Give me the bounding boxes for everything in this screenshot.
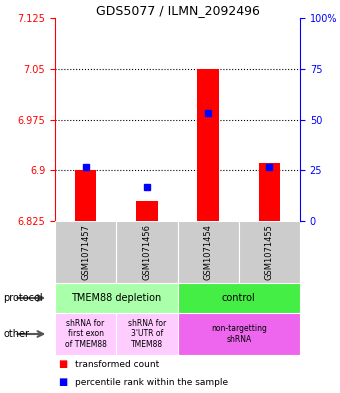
Text: TMEM88 depletion: TMEM88 depletion [71, 293, 162, 303]
Text: transformed count: transformed count [75, 360, 160, 369]
Bar [177, 313, 300, 355]
Title: GDS5077 / ILMN_2092496: GDS5077 / ILMN_2092496 [96, 4, 259, 17]
Bar [239, 221, 300, 283]
Text: GSM1071455: GSM1071455 [265, 224, 274, 280]
Bar [259, 163, 280, 221]
Text: ■: ■ [58, 377, 68, 387]
Bar [116, 313, 177, 355]
Text: GSM1071457: GSM1071457 [81, 224, 90, 280]
Bar [116, 221, 177, 283]
Bar [198, 69, 219, 221]
Bar [55, 283, 177, 313]
Text: shRNA for
first exon
of TMEM88: shRNA for first exon of TMEM88 [65, 319, 106, 349]
Text: non-targetting
shRNA: non-targetting shRNA [211, 324, 267, 344]
Text: other: other [3, 329, 29, 339]
Bar [55, 313, 116, 355]
Bar [136, 201, 158, 221]
Text: protocol: protocol [3, 293, 43, 303]
Text: ■: ■ [58, 360, 68, 369]
Bar [55, 221, 116, 283]
Bar [177, 221, 239, 283]
Text: GSM1071454: GSM1071454 [204, 224, 212, 280]
Text: control: control [222, 293, 256, 303]
Text: shRNA for
3'UTR of
TMEM88: shRNA for 3'UTR of TMEM88 [128, 319, 166, 349]
Text: percentile rank within the sample: percentile rank within the sample [75, 378, 228, 387]
Text: GSM1071456: GSM1071456 [142, 224, 151, 280]
Bar [75, 170, 96, 221]
Bar [177, 283, 300, 313]
